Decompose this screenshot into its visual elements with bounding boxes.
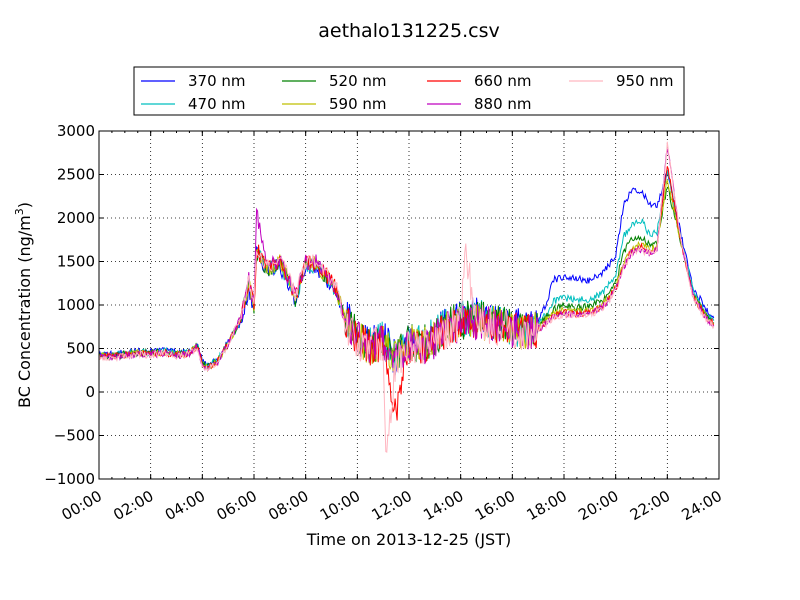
y-tick-label: 2500 — [57, 166, 95, 184]
x-tick-label: 12:00 — [369, 487, 415, 524]
x-tick-label: 18:00 — [524, 487, 570, 524]
y-axis-ticks: −1000 −500 0 500 1000 1500 2000 2500 3000 — [44, 122, 719, 488]
x-tick-label: 00:00 — [59, 487, 105, 524]
legend-label: 520 nm — [329, 72, 387, 90]
y-axis-label: BC Concentration (ng/m3) — [13, 202, 34, 408]
legend: 370 nm 470 nm 520 nm 590 nm 660 nm 880 nm 950 … — [133, 66, 685, 116]
x-axis-label: Time on 2013-12-25 (JST) — [306, 530, 511, 549]
y-tick-label: 0 — [85, 383, 95, 401]
y-axis-label-superscript: 3 — [13, 208, 26, 215]
y-tick-label: −1000 — [44, 470, 95, 488]
x-tick-label: 02:00 — [110, 487, 156, 524]
legend-label: 950 nm — [616, 72, 674, 90]
x-tick-label: 08:00 — [265, 487, 311, 524]
y-tick-label: 1000 — [57, 296, 95, 314]
x-tick-label: 10:00 — [317, 487, 363, 524]
y-tick-label: 2000 — [57, 209, 95, 227]
grid-lines — [99, 131, 719, 479]
x-tick-label: 04:00 — [162, 487, 208, 524]
x-tick-label: 16:00 — [472, 487, 518, 524]
x-tick-label: 06:00 — [214, 487, 260, 524]
x-tick-label: 20:00 — [575, 487, 621, 524]
legend-box — [133, 66, 685, 116]
series-line — [99, 185, 715, 370]
y-tick-label: 3000 — [57, 122, 95, 140]
x-tick-label: 14:00 — [420, 487, 466, 524]
y-tick-label: 500 — [66, 340, 95, 358]
y-axis-label-close: ) — [15, 202, 34, 208]
legend-label: 590 nm — [329, 95, 387, 113]
series-line — [99, 141, 715, 453]
legend-label: 470 nm — [188, 95, 246, 113]
series-line — [99, 166, 715, 421]
legend-label: 880 nm — [474, 95, 532, 113]
y-axis-label-main: BC Concentration (ng/m — [15, 215, 34, 408]
legend-label: 370 nm — [188, 72, 246, 90]
legend-label: 660 nm — [474, 72, 532, 90]
x-tick-label: 24:00 — [679, 487, 725, 524]
chart-title: aethalo131225.csv — [318, 20, 500, 42]
series-lines — [99, 141, 715, 453]
y-tick-label: 1500 — [57, 253, 95, 271]
y-tick-label: −500 — [54, 427, 95, 445]
x-axis-ticks: 00:00 02:00 04:00 06:00 08:00 10:00 12:00 14:00… — [59, 131, 725, 524]
x-tick-label: 22:00 — [627, 487, 673, 524]
